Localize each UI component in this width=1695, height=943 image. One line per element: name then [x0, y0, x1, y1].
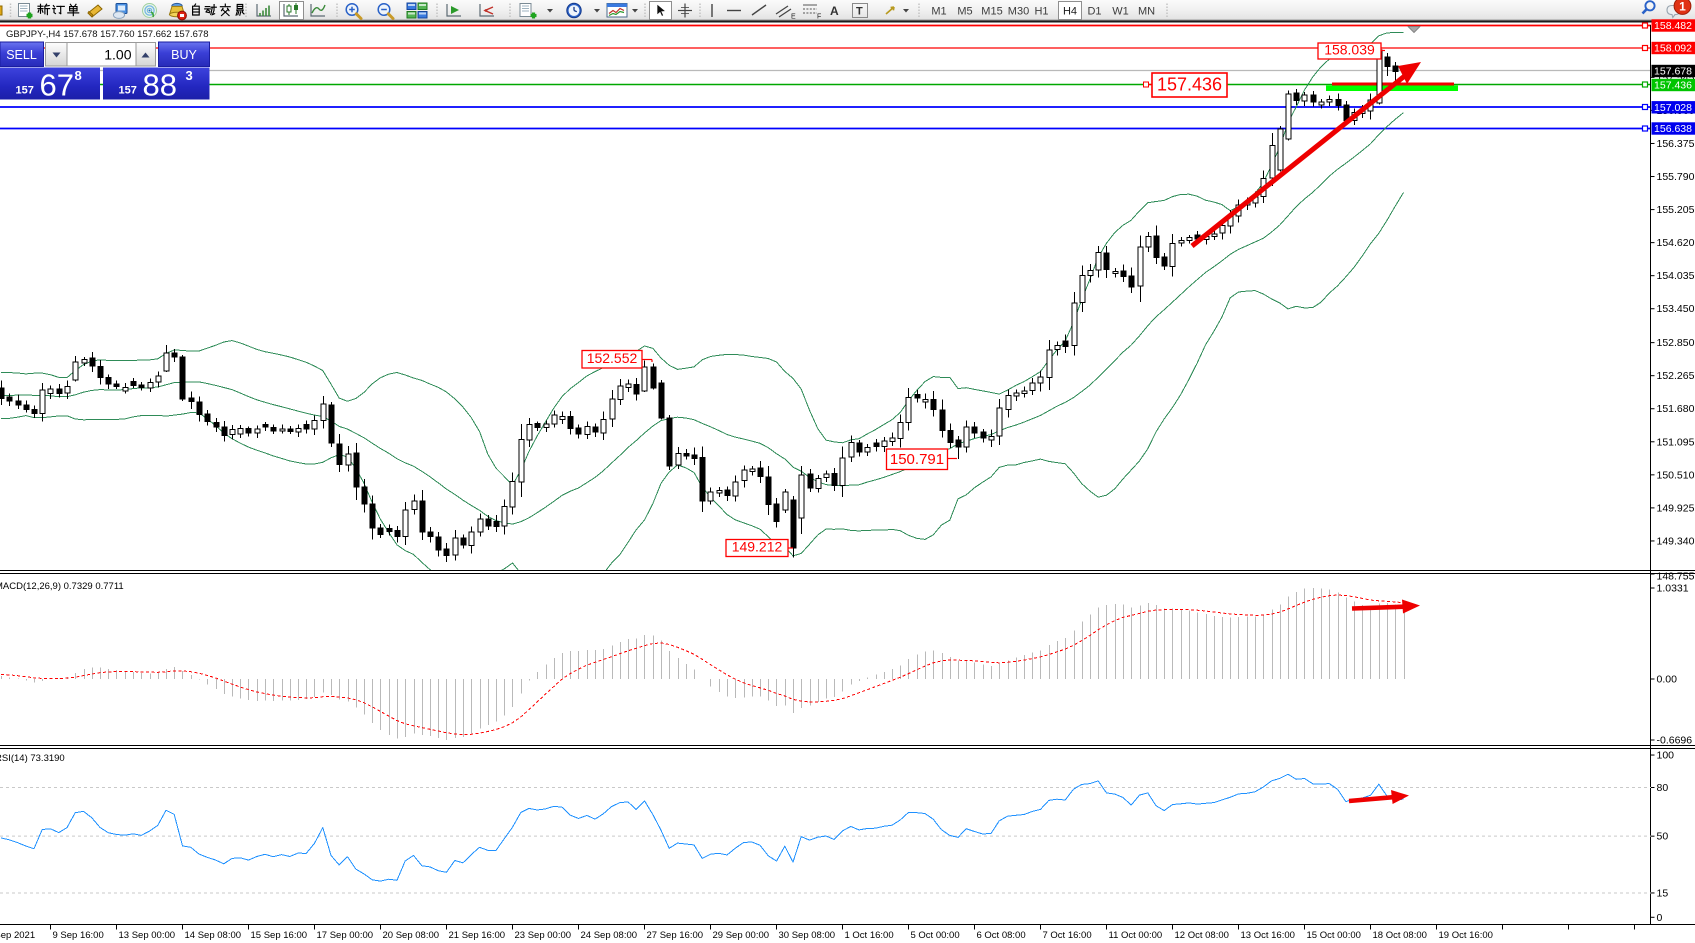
svg-text:148.755: 148.755 [1657, 571, 1695, 583]
svg-text:149.925: 149.925 [1657, 502, 1695, 514]
svg-text:M30: M30 [1008, 6, 1029, 18]
svg-text:100: 100 [1657, 750, 1675, 762]
svg-text:17 Sep 00:00: 17 Sep 00:00 [317, 930, 374, 941]
svg-text:12 Oct 08:00: 12 Oct 08:00 [1175, 930, 1229, 941]
svg-text:50: 50 [1657, 831, 1669, 843]
svg-text:8 Sep 2021: 8 Sep 2021 [0, 930, 35, 941]
svg-text:24 Sep 08:00: 24 Sep 08:00 [581, 930, 638, 941]
svg-text:11 Oct 00:00: 11 Oct 00:00 [1109, 930, 1163, 941]
svg-text:6 Oct 08:00: 6 Oct 08:00 [977, 930, 1026, 941]
svg-text:80: 80 [1657, 782, 1669, 794]
svg-text:9 Sep 16:00: 9 Sep 16:00 [53, 930, 104, 941]
svg-text:M1: M1 [931, 6, 946, 18]
svg-text:0.00: 0.00 [1657, 674, 1678, 686]
svg-text:SELL: SELL [6, 48, 37, 62]
svg-text:29 Sep 00:00: 29 Sep 00:00 [713, 930, 770, 941]
svg-text:E: E [791, 14, 796, 21]
svg-text:1.0331: 1.0331 [1657, 583, 1689, 595]
svg-text:H4: H4 [1063, 6, 1077, 18]
svg-text:23 Sep 00:00: 23 Sep 00:00 [515, 930, 572, 941]
svg-text:RSI(14) 73.3190: RSI(14) 73.3190 [0, 753, 65, 764]
svg-text:18 Oct 08:00: 18 Oct 08:00 [1373, 930, 1427, 941]
svg-text:150.510: 150.510 [1657, 469, 1695, 481]
svg-text:67: 67 [40, 68, 74, 103]
svg-text:149.212: 149.212 [732, 539, 783, 555]
svg-text:156.638: 156.638 [1654, 123, 1692, 135]
svg-text:19 Oct 16:00: 19 Oct 16:00 [1439, 930, 1493, 941]
svg-text:-0.6696: -0.6696 [1657, 735, 1693, 747]
svg-text:14 Sep 08:00: 14 Sep 08:00 [185, 930, 242, 941]
svg-text:88: 88 [143, 68, 177, 103]
svg-text:158.039: 158.039 [1324, 42, 1375, 58]
svg-text:154.620: 154.620 [1657, 237, 1695, 249]
svg-text:150.791: 150.791 [890, 451, 944, 468]
svg-text:149.340: 149.340 [1657, 535, 1695, 547]
svg-text:157.028: 157.028 [1654, 102, 1692, 114]
svg-text:M5: M5 [957, 6, 972, 18]
svg-text:1: 1 [1679, 0, 1686, 14]
svg-text:30 Sep 08:00: 30 Sep 08:00 [779, 930, 836, 941]
svg-text:151.680: 151.680 [1657, 403, 1695, 415]
svg-text:T: T [856, 6, 863, 18]
svg-text:157.678: 157.678 [1654, 66, 1692, 78]
svg-text:157: 157 [119, 85, 137, 97]
svg-text:F: F [817, 14, 821, 21]
svg-text:13 Oct 16:00: 13 Oct 16:00 [1241, 930, 1295, 941]
svg-text:W1: W1 [1112, 6, 1129, 18]
svg-text:A: A [830, 4, 839, 18]
svg-text:155.205: 155.205 [1657, 204, 1695, 216]
svg-text:154.035: 154.035 [1657, 270, 1695, 282]
svg-text:M15: M15 [981, 6, 1002, 18]
svg-text:152.850: 152.850 [1657, 337, 1695, 349]
svg-text:153.450: 153.450 [1657, 303, 1695, 315]
svg-text:155.790: 155.790 [1657, 171, 1695, 183]
svg-text:MN: MN [1138, 6, 1155, 18]
svg-text:157.436: 157.436 [1157, 74, 1222, 94]
svg-text:15 Oct 00:00: 15 Oct 00:00 [1307, 930, 1361, 941]
svg-text:21 Sep 16:00: 21 Sep 16:00 [449, 930, 506, 941]
svg-text:158.092: 158.092 [1654, 43, 1692, 55]
svg-text:5 Oct 00:00: 5 Oct 00:00 [911, 930, 960, 941]
svg-text:3: 3 [186, 68, 193, 83]
svg-text:15 Sep 16:00: 15 Sep 16:00 [251, 930, 308, 941]
svg-text:D1: D1 [1087, 6, 1101, 18]
svg-text:156.375: 156.375 [1657, 138, 1695, 150]
svg-text:1 Oct 16:00: 1 Oct 16:00 [845, 930, 894, 941]
svg-text:157: 157 [16, 85, 34, 97]
svg-text:0: 0 [1657, 912, 1663, 924]
svg-text:158.482: 158.482 [1654, 20, 1692, 32]
svg-text:13 Sep 00:00: 13 Sep 00:00 [119, 930, 176, 941]
svg-text:157.436: 157.436 [1654, 80, 1692, 92]
svg-text:H1: H1 [1034, 6, 1048, 18]
svg-text:15: 15 [1657, 887, 1669, 899]
svg-text:27 Sep 16:00: 27 Sep 16:00 [647, 930, 704, 941]
svg-text:8: 8 [75, 68, 82, 83]
svg-text:152.265: 152.265 [1657, 370, 1695, 382]
svg-text:MACD(12,26,9) 0.7329 0.7711: MACD(12,26,9) 0.7329 0.7711 [0, 581, 124, 592]
svg-text:20 Sep 08:00: 20 Sep 08:00 [383, 930, 440, 941]
svg-text:152.552: 152.552 [587, 350, 638, 366]
svg-text:GBPJPY-,H4 157.678 157.760 15: GBPJPY-,H4 157.678 157.760 157.662 157.6… [6, 29, 208, 40]
svg-text:7 Oct 16:00: 7 Oct 16:00 [1043, 930, 1092, 941]
svg-text:BUY: BUY [171, 48, 197, 62]
svg-text:151.095: 151.095 [1657, 436, 1695, 448]
svg-text:1.00: 1.00 [104, 47, 131, 63]
